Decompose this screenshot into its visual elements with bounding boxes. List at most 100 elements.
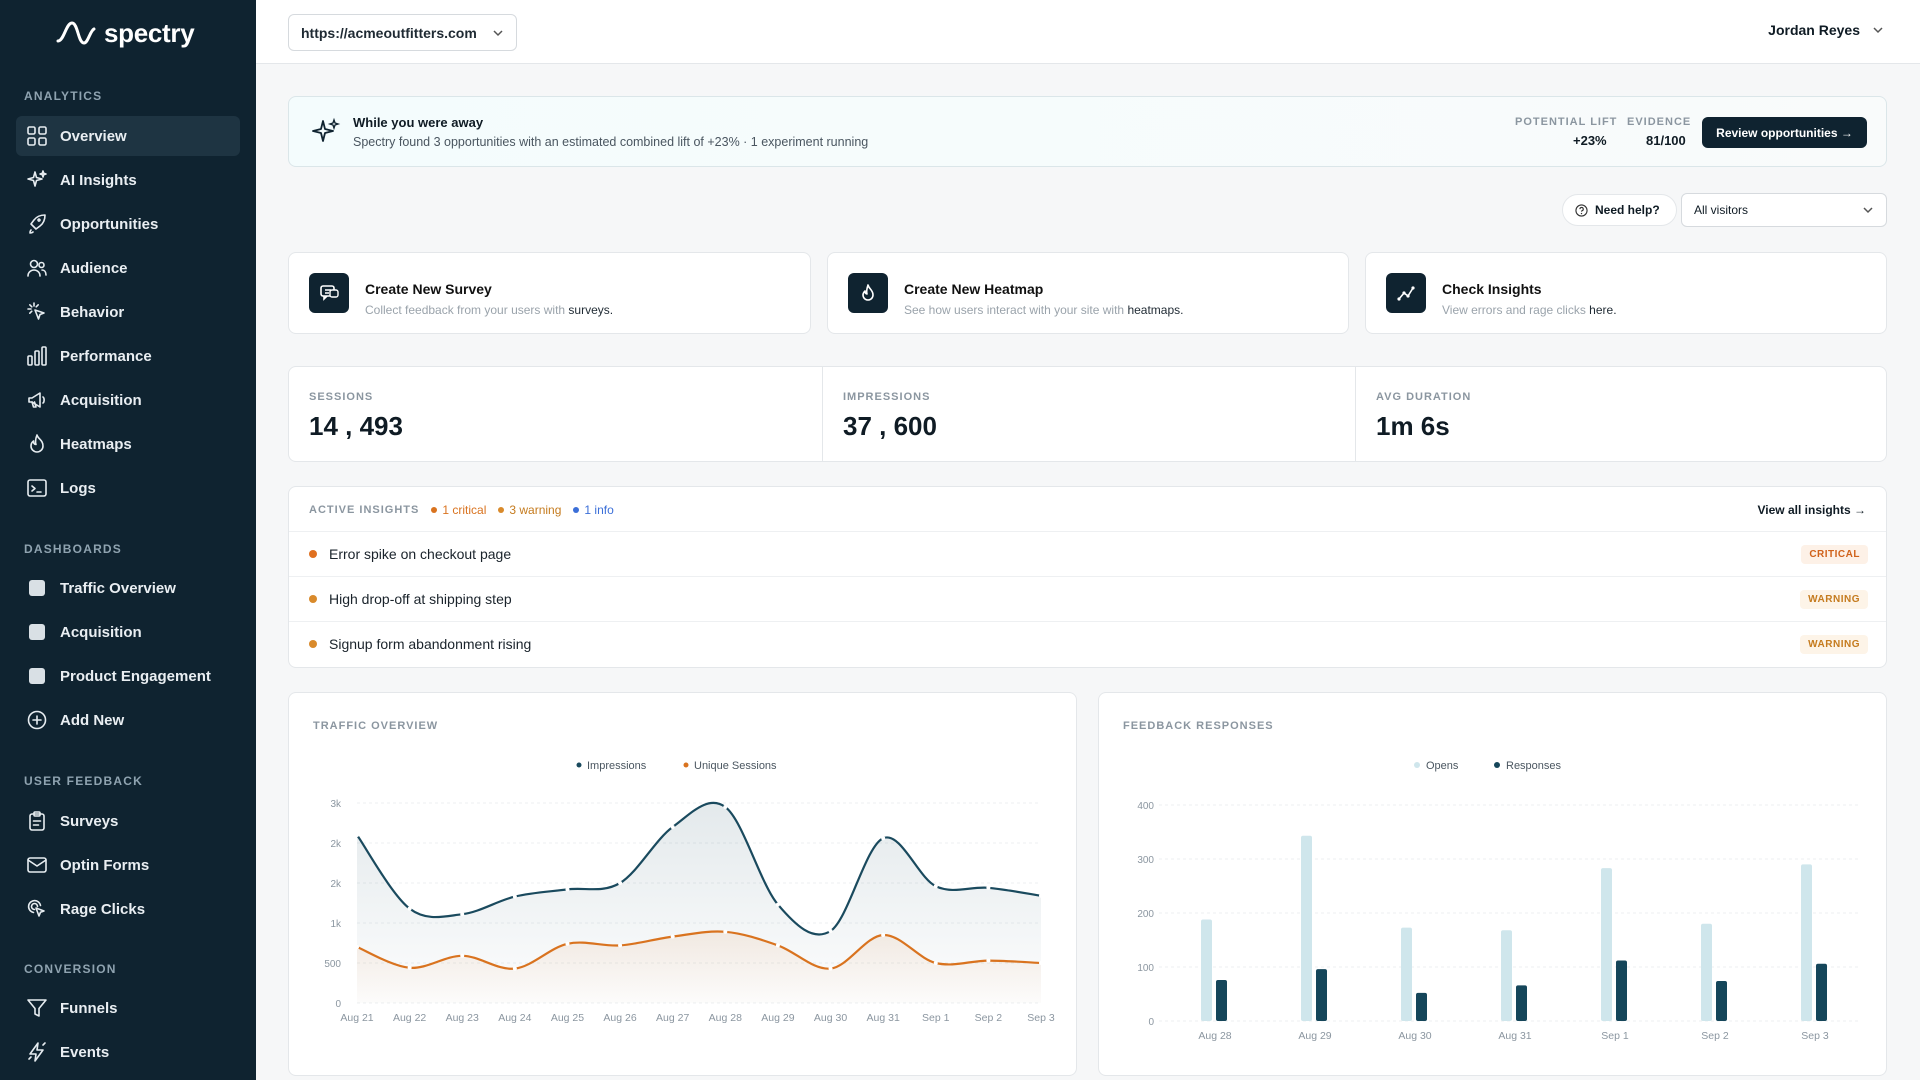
data-point[interactable] [881,933,886,937]
create-heatmap-card[interactable]: Create New Heatmap See how users interac… [827,252,1349,334]
sidebar-item-ai-insights[interactable]: AI Insights [16,160,240,200]
qa-link[interactable]: surveys. [568,303,614,317]
qa-link[interactable]: heatmaps. [1127,303,1184,317]
bar-opens[interactable] [1401,927,1412,1021]
users-icon [24,255,50,281]
data-point[interactable] [670,825,675,829]
sidebar-item-funnels[interactable]: Funnels [16,988,240,1028]
user-menu[interactable]: Jordan Reyes [1768,22,1884,38]
data-point[interactable] [512,966,517,971]
sidebar-item-logs[interactable]: Logs [16,468,240,508]
bar-opens[interactable] [1601,868,1612,1021]
bar-responses[interactable] [1816,963,1827,1021]
data-point[interactable] [460,953,465,958]
data-point[interactable] [355,945,359,949]
bar-opens[interactable] [1201,919,1212,1021]
bar-responses[interactable] [1716,981,1727,1021]
sidebar-item-overview[interactable]: Overview [16,116,240,156]
sidebar-item-audience[interactable]: Audience [16,248,240,288]
data-point[interactable] [670,934,675,939]
data-point[interactable] [933,961,938,965]
data-point[interactable] [512,894,517,899]
sidebar-item-rage-clicks[interactable]: Rage Clicks [16,889,240,929]
data-point[interactable] [775,902,780,907]
bar-opens[interactable] [1501,930,1512,1021]
chevron-down-icon [1863,207,1873,214]
bar-responses[interactable] [1416,992,1427,1021]
data-point[interactable] [828,929,833,933]
data-point[interactable] [1039,961,1043,965]
x-tick-label: Sep 2 [975,1012,1003,1024]
bar-opens[interactable] [1701,923,1712,1021]
data-point[interactable] [986,885,991,890]
y-tick-label: 500 [324,959,341,970]
help-button[interactable]: Need help? [1562,194,1677,226]
info-count: 1 info [573,503,614,517]
data-point[interactable] [407,906,412,911]
bar-responses[interactable] [1516,985,1527,1021]
x-tick-label: Aug 29 [761,1012,794,1024]
y-tick-label: 2k [330,839,342,850]
sidebar-item-opportunities[interactable]: Opportunities [16,204,240,244]
megaphone-icon [24,387,50,413]
brand-logo[interactable]: spectry [56,16,195,50]
create-survey-card[interactable]: Create New Survey Collect feedback from … [288,252,811,334]
data-point[interactable] [881,836,886,841]
spectry-logo-icon [56,21,96,45]
data-point[interactable] [723,929,728,934]
severity-badge: CRITICAL [1801,544,1868,564]
bar-opens[interactable] [1301,835,1312,1021]
banner-text: Spectry found 3 opportunities with an es… [353,135,869,149]
data-point[interactable] [565,887,570,892]
insight-title: High drop-off at shipping step [329,591,512,607]
legend-swatch [576,762,582,768]
data-point[interactable] [723,805,728,809]
y-tick-label: 100 [1137,963,1154,974]
view-all-insights-link[interactable]: View all insights → [1757,503,1866,517]
sidebar-item-label: Behavior [60,303,125,321]
rocket-icon [24,211,50,237]
audience-select[interactable]: All visitors [1681,193,1887,227]
sidebar-item-events[interactable]: Events [16,1032,240,1072]
data-point[interactable] [355,833,359,837]
x-tick-label: Aug 31 [1498,1030,1531,1042]
data-point[interactable] [565,941,570,946]
sidebar-item-acquisition[interactable]: Acquisition [16,380,240,420]
legend-swatch [1494,762,1500,768]
bar-opens[interactable] [1801,864,1812,1021]
section-user-feedback: USER FEEDBACK [24,774,143,788]
insight-row[interactable]: Error spike on checkout page CRITICAL [289,531,1886,576]
insight-row[interactable]: High drop-off at shipping step WARNING [289,576,1886,621]
bar-responses[interactable] [1616,960,1627,1021]
insight-row[interactable]: Signup form abandonment rising WARNING [289,621,1886,666]
lift-label: POTENTIAL LIFT [1515,116,1618,128]
sidebar-item-performance[interactable]: Performance [16,336,240,376]
sidebar-item-surveys[interactable]: Surveys [16,801,240,841]
data-point[interactable] [618,943,623,948]
severity-dot [309,550,317,558]
sidebar-item-product-engagement[interactable]: Product Engagement [16,656,240,696]
sidebar-item-optin-forms[interactable]: Optin Forms [16,845,240,885]
data-point[interactable] [407,965,412,970]
sidebar-item-traffic-overview[interactable]: Traffic Overview [16,568,240,608]
sidebar-item-acquisition[interactable]: Acquisition [16,612,240,652]
site-selector[interactable]: https://acmeoutfitters.com [288,14,517,51]
data-point[interactable] [986,958,991,963]
data-point[interactable] [775,943,780,948]
survey-icon [309,273,349,313]
check-insights-card[interactable]: Check Insights View errors and rage clic… [1365,252,1887,334]
bar-responses[interactable] [1216,979,1227,1021]
sidebar-item-behavior[interactable]: Behavior [16,292,240,332]
review-opportunities-button[interactable]: Review opportunities → [1702,117,1867,148]
data-point[interactable] [618,881,623,885]
qa-link[interactable]: here. [1589,303,1617,317]
data-point[interactable] [933,884,938,889]
bar-responses[interactable] [1316,969,1327,1021]
data-point[interactable] [460,912,465,917]
sidebar-item-add-new[interactable]: Add New [16,700,240,740]
data-point[interactable] [1039,893,1043,898]
legend-label-impressions: Impressions [587,760,647,772]
data-point[interactable] [828,966,833,971]
sidebar-item-heatmaps[interactable]: Heatmaps [16,424,240,464]
x-tick-label: Aug 23 [446,1012,479,1024]
